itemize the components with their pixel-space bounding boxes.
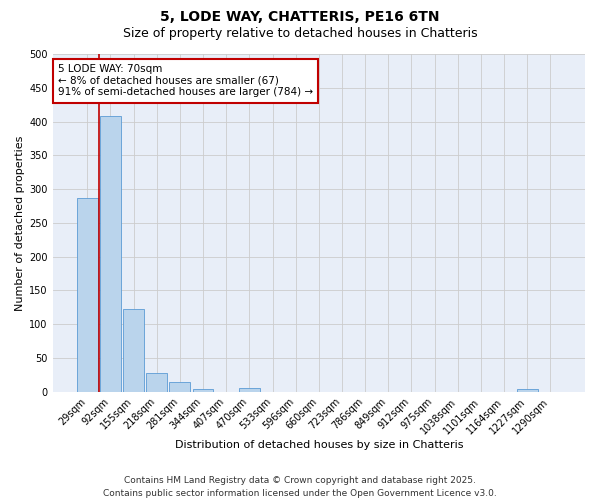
Text: 5, LODE WAY, CHATTERIS, PE16 6TN: 5, LODE WAY, CHATTERIS, PE16 6TN	[160, 10, 440, 24]
Text: Contains HM Land Registry data © Crown copyright and database right 2025.
Contai: Contains HM Land Registry data © Crown c…	[103, 476, 497, 498]
Bar	[123, 310, 144, 392]
Bar	[77, 198, 98, 392]
Bar	[239, 388, 260, 392]
X-axis label: Distribution of detached houses by size in Chatteris: Distribution of detached houses by size …	[175, 440, 463, 450]
Bar	[517, 389, 538, 392]
Bar	[169, 382, 190, 392]
Bar	[100, 116, 121, 392]
Bar	[193, 389, 214, 392]
Text: 5 LODE WAY: 70sqm
← 8% of detached houses are smaller (67)
91% of semi-detached : 5 LODE WAY: 70sqm ← 8% of detached house…	[58, 64, 313, 98]
Text: Size of property relative to detached houses in Chatteris: Size of property relative to detached ho…	[122, 28, 478, 40]
Y-axis label: Number of detached properties: Number of detached properties	[15, 135, 25, 310]
Bar	[146, 372, 167, 392]
